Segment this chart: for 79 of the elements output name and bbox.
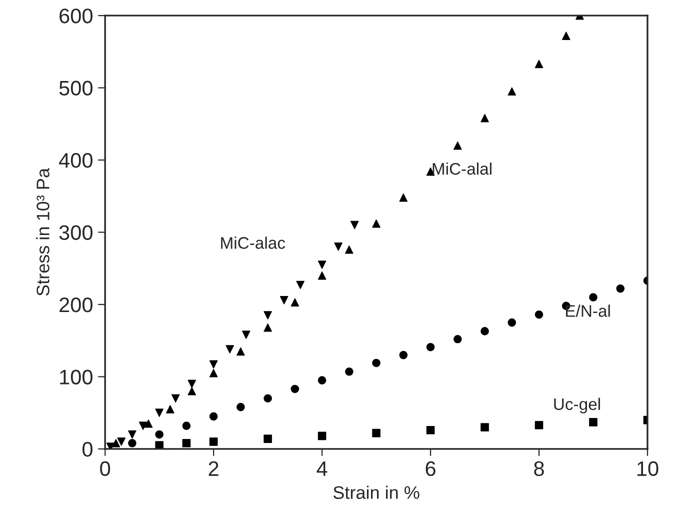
point (155, 408, 164, 417)
x-tick-label: 6 (426, 461, 436, 476)
y-tick-label: 300 (59, 225, 92, 240)
point (399, 193, 408, 202)
y-tick-label: 500 (59, 80, 92, 96)
point (290, 384, 300, 394)
point (296, 280, 305, 290)
point (480, 114, 489, 122)
point (508, 87, 516, 96)
point (350, 220, 359, 230)
point (318, 271, 326, 280)
point (334, 242, 342, 251)
point (128, 439, 136, 448)
point (138, 422, 148, 430)
point (480, 423, 489, 432)
point (318, 376, 326, 384)
point (236, 347, 245, 356)
point (318, 260, 326, 269)
x-tick-label: 2 (208, 461, 218, 476)
annotation: Uc-gel (554, 398, 600, 414)
point (236, 402, 245, 412)
point (453, 141, 462, 150)
point (166, 405, 174, 414)
point (562, 32, 570, 40)
annotation: MiC-alac (221, 236, 286, 249)
y-tick-label: 0 (82, 442, 92, 457)
point (226, 345, 234, 354)
point (480, 327, 489, 336)
y-tick-label: 400 (59, 153, 92, 168)
point (264, 394, 272, 403)
point (453, 334, 462, 344)
point (372, 219, 380, 228)
point (264, 323, 272, 332)
point (318, 432, 326, 440)
y-tick-label: 100 (60, 370, 92, 384)
point (616, 284, 625, 293)
point (209, 360, 218, 369)
point (372, 358, 380, 368)
x-tick-label: 8 (534, 461, 544, 476)
point (372, 428, 380, 438)
point (280, 296, 288, 304)
point (264, 434, 272, 443)
point (534, 310, 544, 319)
point (209, 412, 218, 421)
x-tick-label: 10 (637, 461, 658, 476)
y-tick-label: 200 (60, 297, 92, 312)
point (426, 426, 435, 434)
x-axis-title: Strain in % (333, 486, 420, 499)
point (117, 438, 126, 446)
y-axis-title: Stress in 10³ Pa (36, 168, 50, 296)
point (155, 441, 164, 449)
point (345, 368, 354, 376)
point (128, 430, 136, 439)
point (426, 342, 435, 352)
point (290, 298, 300, 306)
point (112, 439, 120, 448)
point (209, 368, 218, 378)
annotation: MiC-alal (432, 162, 492, 175)
point (209, 438, 218, 446)
point (264, 311, 272, 320)
point (399, 350, 408, 360)
point (589, 418, 598, 426)
point (508, 318, 516, 327)
point (171, 394, 180, 403)
x-tick-label: 4 (316, 462, 328, 476)
point (188, 387, 196, 396)
point (182, 439, 191, 448)
point (182, 422, 191, 430)
point (534, 60, 544, 68)
x-tick-label: 0 (100, 461, 110, 476)
point (155, 430, 164, 439)
point (188, 380, 196, 388)
point (144, 420, 153, 428)
point (534, 420, 544, 430)
point (242, 330, 250, 339)
annotation: E/N-al (566, 304, 610, 317)
y-tick-label: 600 (60, 8, 92, 24)
point (589, 293, 598, 302)
point (345, 245, 354, 254)
